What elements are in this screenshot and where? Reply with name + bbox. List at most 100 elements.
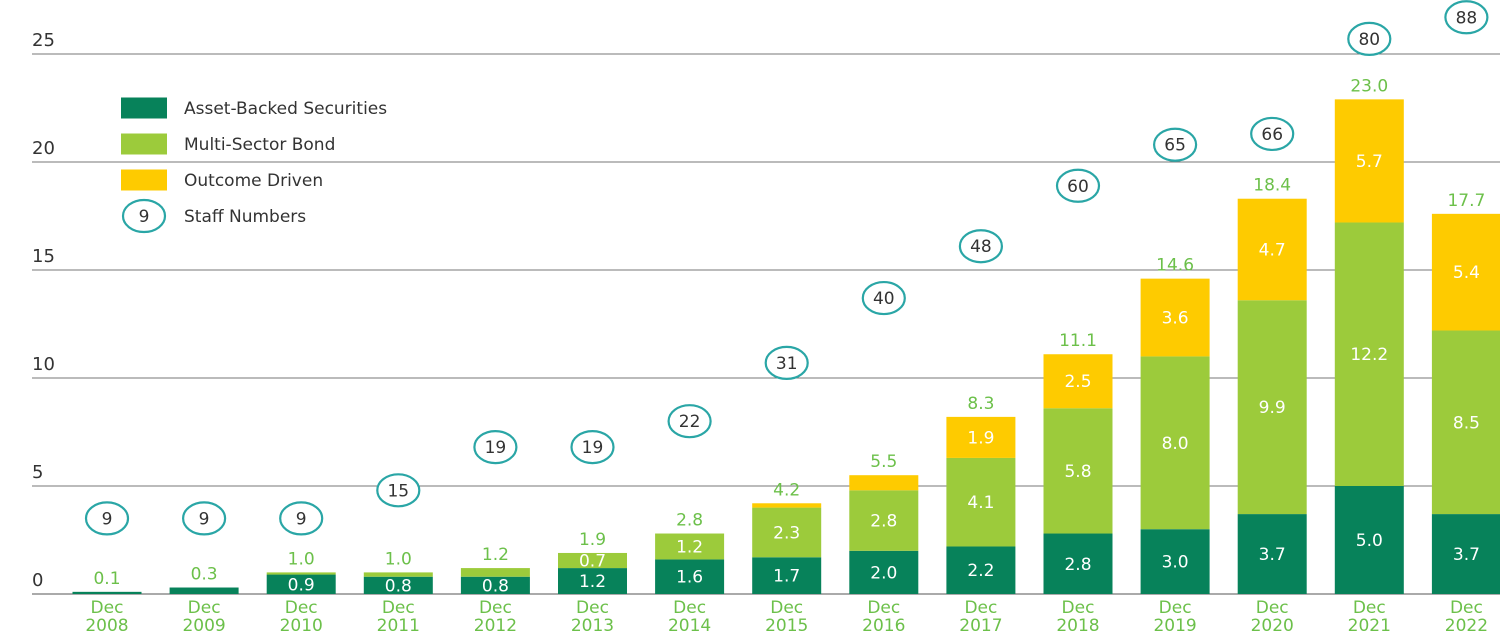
total-labels: 0.1 0.3 1.0 1.0 1.2 1.9 2.8 4.2 5.5 8.3 11.1 14.6 18…	[93, 76, 1485, 588]
bar-segment-label: 0.7	[579, 552, 606, 572]
x-tick-label-year: 2017	[959, 616, 1002, 636]
x-tick-label-month: Dec	[867, 598, 900, 618]
staff-number: 65	[1164, 136, 1186, 156]
staff-circle	[667, 404, 712, 439]
y-axis: 0 5 10 15 20 25	[32, 30, 55, 591]
staff-number: 60	[1067, 177, 1089, 197]
bar-segment	[1237, 514, 1307, 594]
total-label: 17.7	[1447, 191, 1485, 211]
bar-segment	[266, 572, 336, 575]
bar-segment	[1043, 354, 1113, 409]
bar-segment	[946, 457, 1016, 547]
bar-segment	[946, 416, 1016, 458]
x-tick-label-year: 2020	[1251, 616, 1294, 636]
bar-segment	[946, 546, 1016, 594]
staff-number: 31	[776, 354, 798, 374]
legend-staff-sample: 9	[139, 207, 150, 227]
staff-number: 9	[296, 509, 307, 529]
total-label: 1.0	[385, 549, 412, 569]
bar-segment-label: 0.8	[385, 576, 412, 596]
bar-segment-label: 8.0	[1162, 434, 1189, 454]
y-tick-label: 15	[32, 246, 55, 267]
bar-segment	[460, 568, 530, 577]
x-tick-label-year: 2012	[474, 616, 517, 636]
bar-segment	[169, 587, 239, 594]
x-tick-label-year: 2022	[1445, 616, 1488, 636]
bar-segment	[1431, 213, 1500, 331]
staff-circle	[1152, 127, 1198, 162]
legend: Asset-Backed Securities Multi-Sector Bond…	[121, 97, 387, 234]
bar-segment-label: 2.8	[870, 512, 897, 532]
bar-segment	[460, 576, 530, 594]
staff-number: 22	[679, 412, 701, 432]
bar-segment	[1334, 486, 1404, 594]
x-tick-label-month: Dec	[1062, 598, 1095, 618]
staff-number: 66	[1261, 125, 1283, 145]
bar-segment-label: 5.4	[1453, 263, 1480, 283]
y-tick-label: 25	[32, 30, 55, 51]
staff-circle	[279, 501, 324, 536]
total-label: 0.1	[93, 569, 120, 589]
bar-segment-label: 2.0	[870, 563, 897, 583]
bar-segment	[363, 572, 433, 577]
bar-segment-label: 8.5	[1453, 413, 1480, 433]
bar-segment	[849, 490, 919, 551]
x-tick-label-year: 2014	[668, 616, 711, 636]
bar-segment	[266, 574, 336, 594]
legend-swatch	[121, 97, 167, 119]
bar-segment-label: 5.0	[1356, 531, 1383, 551]
total-label: 2.8	[676, 511, 703, 531]
x-tick-label-year: 2008	[85, 616, 128, 636]
bar-segment	[1237, 300, 1307, 515]
legend-swatch	[121, 169, 167, 191]
bar-segment-label: 3.7	[1453, 545, 1480, 565]
legend-swatch	[121, 133, 167, 155]
bar-segment-label: 12.2	[1350, 345, 1388, 365]
bar-segment-label: 5.8	[1064, 462, 1091, 482]
x-tick-label-year: 2018	[1056, 616, 1099, 636]
legend-label: Outcome Driven	[184, 171, 323, 191]
bar-segment	[1043, 408, 1113, 534]
staff-circle	[182, 501, 227, 536]
staff-number: 9	[199, 509, 210, 529]
segment-labels: 0.9 0.8 0.8 1.20.71.61.21.72.32.02.82.24.11…	[288, 152, 1480, 596]
staff-number: 48	[970, 237, 992, 257]
staff-number: 19	[485, 438, 507, 458]
staff-number: 40	[873, 289, 895, 309]
x-tick-label-year: 2009	[182, 616, 225, 636]
x-tick-label-month: Dec	[576, 598, 609, 618]
staff-circle	[764, 345, 809, 380]
staff-circle	[1444, 0, 1489, 35]
bar-segment	[558, 568, 627, 594]
staff-number: 19	[582, 438, 604, 458]
x-tick-label-month: Dec	[91, 598, 124, 618]
bar-segment-label: 3.0	[1162, 553, 1189, 573]
staff-circle	[861, 280, 906, 316]
bar-segment-label: 1.2	[579, 572, 606, 592]
total-label: 11.1	[1059, 331, 1097, 351]
bar-segment-label: 2.8	[1064, 555, 1091, 575]
x-tick-label-month: Dec	[1450, 598, 1483, 618]
x-tick-label-month: Dec	[479, 598, 512, 618]
x-tick-label-month: Dec	[1159, 598, 1192, 618]
x-tick-label-year: 2016	[862, 616, 905, 636]
x-tick-label-month: Dec	[285, 598, 318, 618]
x-tick-label-month: Dec	[1353, 598, 1386, 618]
bar-segment	[752, 557, 822, 594]
bar-segment	[1334, 222, 1404, 487]
legend-label: Staff Numbers	[184, 207, 306, 227]
bar-segment-label: 3.7	[1259, 545, 1286, 565]
bar-segment	[655, 533, 725, 560]
bars	[72, 99, 1500, 594]
bar-segment	[72, 591, 142, 594]
y-tick-label: 0	[32, 570, 43, 591]
y-tick-label: 10	[32, 354, 55, 375]
bar-segment	[1334, 99, 1404, 223]
staff-circle	[1250, 116, 1295, 152]
x-tick-label-month: Dec	[770, 598, 803, 618]
staff-circle	[958, 229, 1004, 264]
bar-segment-label: 0.8	[482, 576, 509, 596]
staff-circle	[1055, 168, 1101, 203]
bar-segment	[558, 552, 627, 569]
